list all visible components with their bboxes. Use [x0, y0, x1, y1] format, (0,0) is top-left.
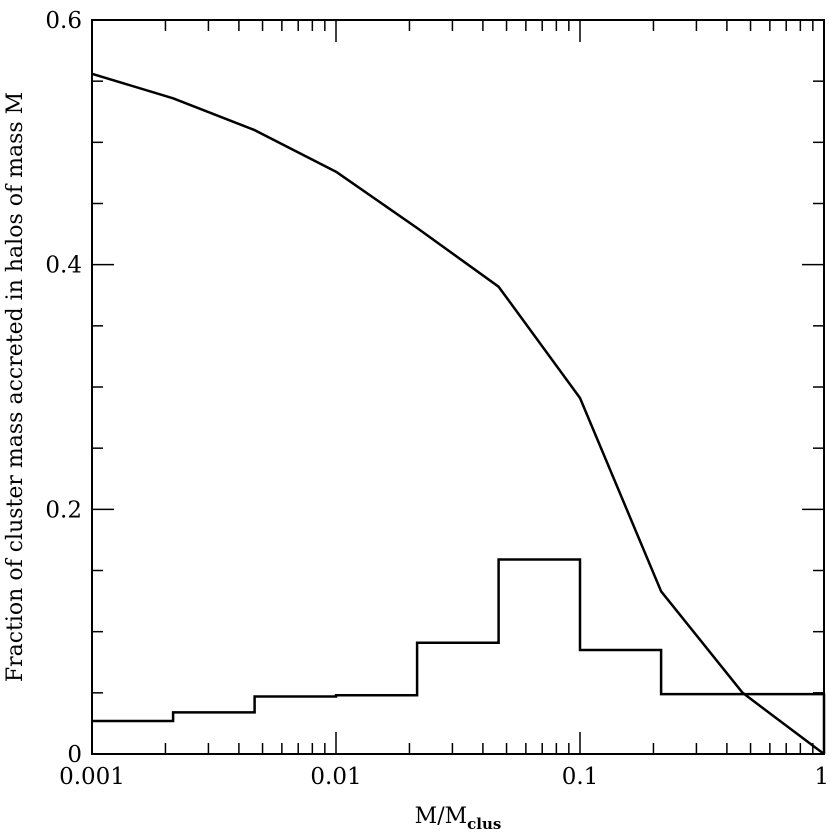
cumulative-fraction-line — [91, 72, 825, 755]
histogram-bin — [743, 694, 824, 754]
y-tick-label: 0.6 — [45, 8, 82, 34]
x-axis-label-sub: clus — [467, 815, 501, 833]
histogram-bin — [173, 712, 255, 754]
tick-labels: 0 0.2 0.4 0.6 0.001 0.01 0.1 1 — [45, 8, 829, 790]
x-tick-label: 0.001 — [59, 764, 125, 790]
differential-fraction-histogram — [92, 558, 826, 754]
histogram-bin — [417, 643, 499, 754]
x-axis-label-main: M/M — [415, 804, 467, 829]
y-tick-label: 0.4 — [45, 253, 82, 279]
histogram-bin — [255, 697, 336, 754]
tick-marks — [91, 19, 824, 755]
x-tick-label: 0.01 — [310, 764, 361, 790]
histogram-bin — [580, 650, 661, 754]
histogram-bin — [661, 694, 743, 754]
histogram-bin — [92, 721, 173, 754]
histogram-bin — [499, 559, 580, 754]
series-layer — [91, 72, 826, 755]
y-axis-label: Fraction of cluster mass accreted in hal… — [3, 92, 28, 682]
y-tick-label: 0.2 — [45, 497, 82, 523]
x-tick-label: 0.1 — [562, 764, 599, 790]
x-tick-label: 1 — [814, 764, 829, 790]
x-axis-label: M/Mclus — [415, 804, 502, 833]
histogram-bin — [336, 695, 417, 754]
y-tick-label: 0 — [67, 742, 82, 768]
